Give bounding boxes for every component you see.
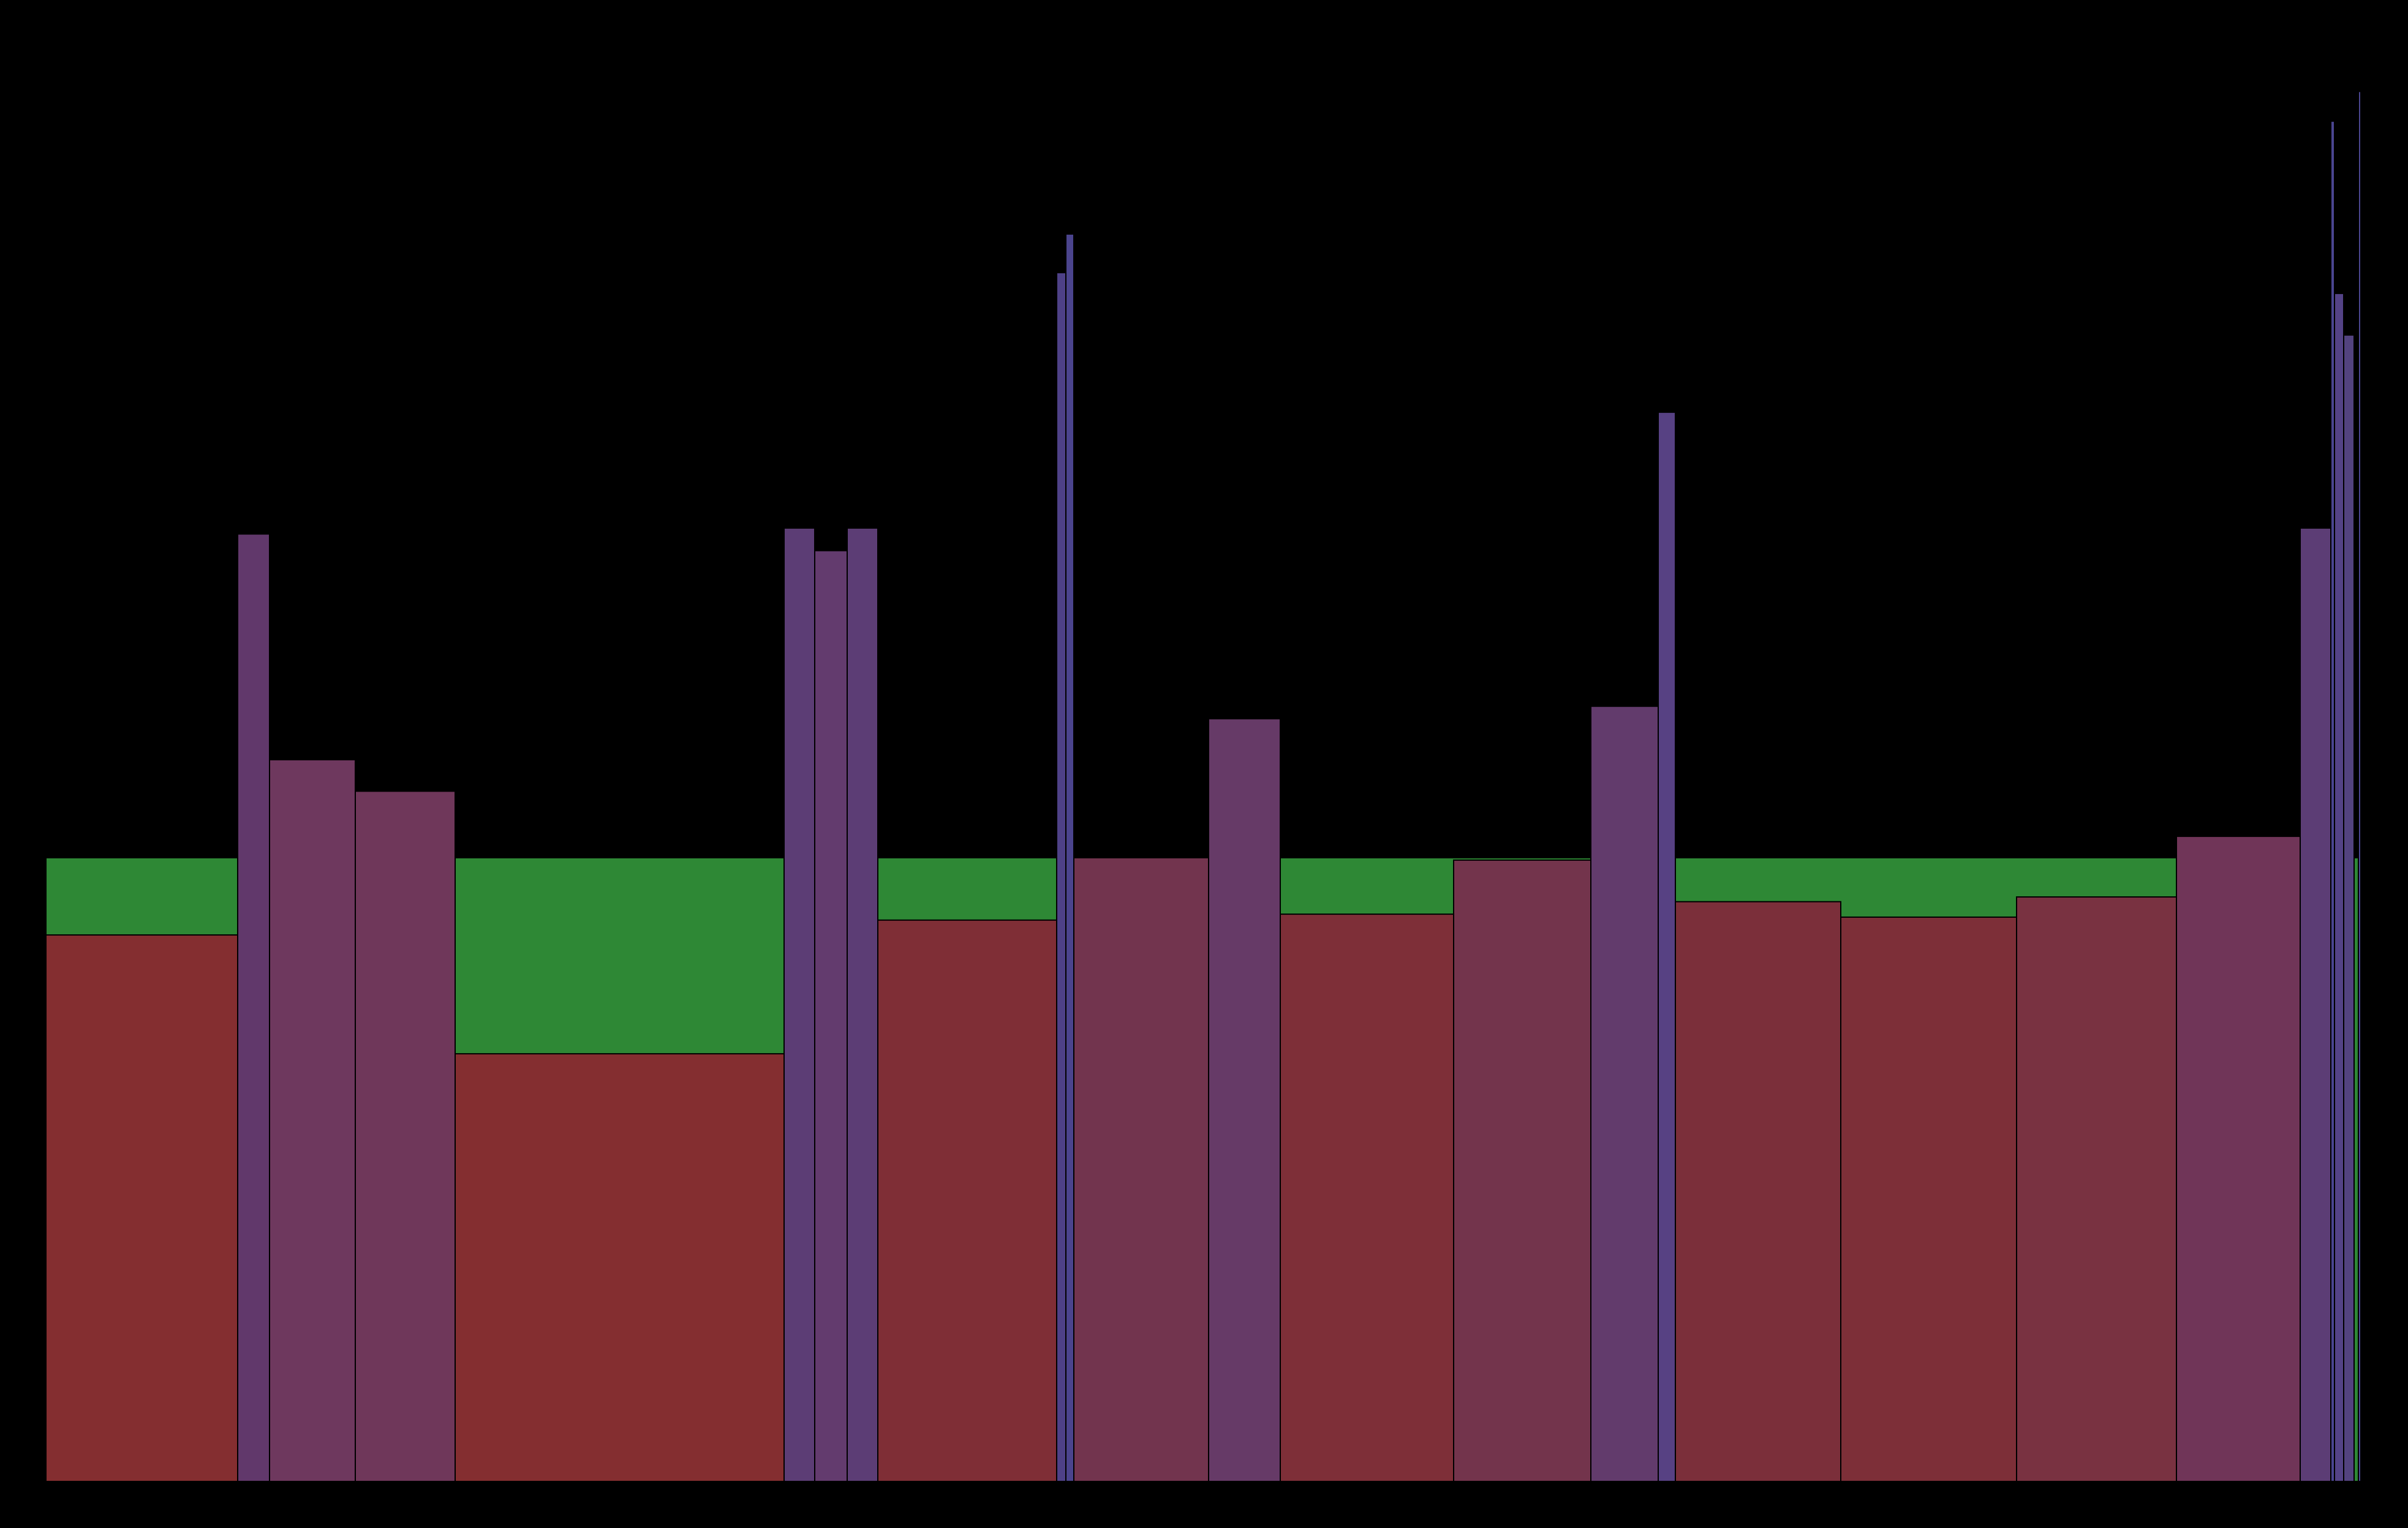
bar-10 — [1065, 233, 1074, 1483]
bar-3 — [355, 790, 456, 1482]
bar-layer — [45, 91, 2361, 1483]
bar-8 — [877, 919, 1057, 1482]
bar-14 — [1453, 859, 1591, 1482]
bar-4 — [455, 1053, 785, 1482]
bar-0 — [45, 934, 238, 1482]
bar-6 — [814, 550, 848, 1483]
bar-19 — [2016, 896, 2177, 1482]
bar-13 — [1280, 913, 1454, 1482]
bar-11 — [1073, 857, 1209, 1483]
bar-9 — [1056, 272, 1066, 1482]
bar-20 — [2176, 836, 2301, 1482]
bar-16 — [1658, 411, 1676, 1482]
bar-5 — [783, 527, 815, 1482]
bar-15 — [1590, 705, 1659, 1482]
bar-17 — [1675, 901, 1841, 1483]
bar-7 — [847, 527, 878, 1482]
bar-18 — [1840, 916, 2017, 1482]
bar-2 — [269, 759, 356, 1482]
bar-12 — [1208, 718, 1281, 1482]
bar-23 — [2334, 292, 2344, 1482]
bar-25 — [2358, 91, 2361, 1483]
bar-1 — [237, 533, 270, 1483]
bar-24 — [2343, 334, 2355, 1483]
bar-21 — [2300, 527, 2331, 1482]
